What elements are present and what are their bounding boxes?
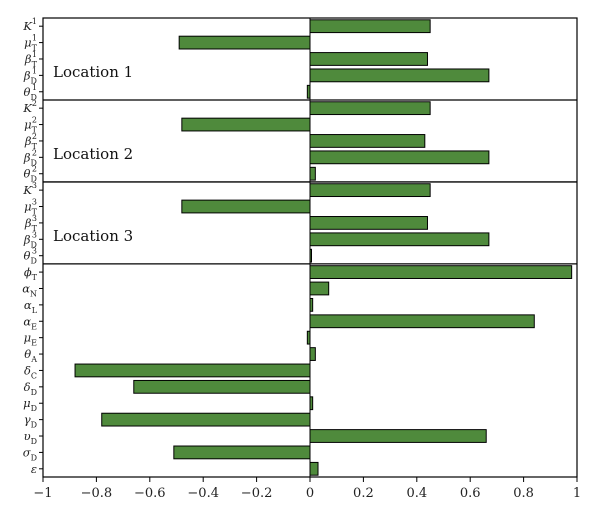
y-tick-label: βD2 bbox=[23, 148, 37, 167]
y-tick-label: θA bbox=[24, 347, 37, 364]
x-tick-label: −0.6 bbox=[134, 486, 166, 501]
y-tick-label: K2 bbox=[22, 99, 37, 115]
y-tick-label: υD bbox=[24, 429, 37, 446]
bar bbox=[309, 429, 487, 443]
y-tick-label: αN bbox=[22, 281, 37, 298]
bar bbox=[309, 134, 426, 148]
y-tick-label: βT3 bbox=[24, 214, 38, 233]
y-tick-label: μD bbox=[23, 396, 37, 413]
bar bbox=[309, 183, 431, 198]
x-tick-label: −0.2 bbox=[241, 486, 273, 501]
bar bbox=[101, 412, 311, 427]
y-tick-label: σD bbox=[23, 445, 37, 462]
y-tick-label: ϕT bbox=[24, 265, 38, 282]
y-tick-label: θD2 bbox=[24, 165, 37, 184]
bar bbox=[309, 265, 573, 279]
y-tick-label: μT2 bbox=[24, 116, 37, 135]
y-tick-label: βD3 bbox=[23, 230, 37, 249]
bar bbox=[181, 117, 311, 132]
group-labels: Location 1 Location 2 Location 3 bbox=[53, 63, 133, 245]
y-tick-label: θD3 bbox=[24, 247, 37, 266]
bar bbox=[309, 52, 428, 66]
bar bbox=[309, 101, 431, 116]
y-tick-label: μT1 bbox=[24, 34, 37, 53]
bar bbox=[309, 232, 490, 247]
y-tick-label: θD1 bbox=[24, 83, 37, 102]
y-tick-label: δD bbox=[24, 380, 37, 397]
bar bbox=[74, 363, 311, 378]
y-tick-label: K1 bbox=[22, 17, 37, 33]
group-label: Location 1 bbox=[53, 63, 133, 81]
y-tick-label: αE bbox=[23, 314, 37, 331]
x-tick-label: 0.2 bbox=[353, 486, 374, 501]
bar bbox=[309, 347, 316, 361]
group-label: Location 2 bbox=[53, 145, 133, 163]
x-tick-label: −0.8 bbox=[81, 486, 113, 501]
y-tick-label: βT1 bbox=[24, 50, 38, 69]
x-tick-label: 0 bbox=[306, 486, 314, 501]
bar bbox=[133, 379, 311, 394]
x-tick-label: 1 bbox=[573, 486, 581, 501]
bar bbox=[309, 461, 319, 476]
y-tick-label: βT2 bbox=[24, 132, 38, 151]
bar bbox=[178, 35, 311, 50]
x-tick-label: −1 bbox=[33, 486, 52, 501]
y-tick-label: μE bbox=[24, 331, 37, 348]
group-label: Location 3 bbox=[53, 227, 133, 245]
x-tick-label: 0.4 bbox=[406, 486, 427, 501]
bar bbox=[181, 199, 311, 214]
y-axis-labels: K1μT1βT1βD1θD1K2μT2βT2βD2θD2K3μT3βT3βD3θ… bbox=[22, 17, 43, 476]
bar bbox=[309, 166, 316, 181]
bar bbox=[309, 150, 490, 165]
bar bbox=[309, 19, 431, 34]
bar bbox=[309, 216, 428, 230]
y-tick-label: δC bbox=[24, 363, 37, 380]
y-tick-label: βD1 bbox=[23, 66, 37, 85]
bar bbox=[173, 445, 311, 460]
bar bbox=[309, 68, 490, 83]
y-tick-label: γD bbox=[24, 413, 37, 430]
x-axis: −1 −0.8 −0.6 −0.4 −0.2 0 0.2 0.4 0.6 0.8 1 bbox=[33, 477, 581, 501]
x-tick-label: 0.6 bbox=[460, 486, 481, 501]
y-tick-label: K3 bbox=[22, 181, 37, 197]
y-tick-label: ε bbox=[31, 462, 37, 476]
y-tick-label: αL bbox=[24, 298, 38, 315]
bar bbox=[309, 314, 535, 329]
x-tick-label: −0.4 bbox=[187, 486, 219, 501]
y-tick-label: μT3 bbox=[24, 198, 37, 217]
x-tick-label: 0.8 bbox=[513, 486, 534, 501]
bar bbox=[309, 281, 330, 296]
